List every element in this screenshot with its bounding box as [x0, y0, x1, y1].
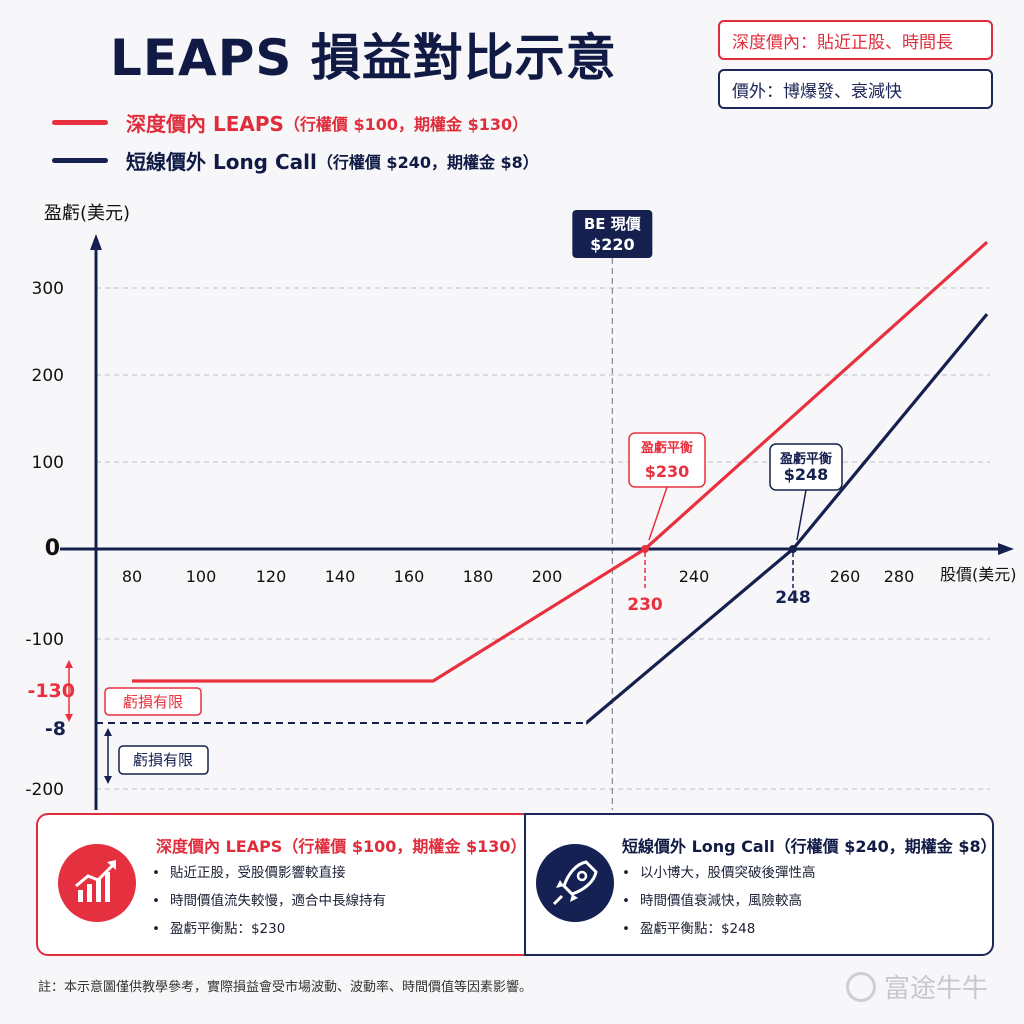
breakeven-marker-long-call — [789, 545, 797, 553]
card-bullets-long-call: 以小博大，股價突破後彈性高 時間價值衰減快，風險較高 盈虧平衡點：$248 — [622, 859, 816, 943]
y-tick-label: 0 — [45, 536, 60, 561]
x-tick-label: 140 — [325, 567, 356, 586]
breakeven-label-long-call: 盈虧平衡 — [779, 451, 832, 467]
series-line-leaps — [132, 240, 989, 683]
breakeven-box-long-call — [769, 443, 843, 491]
loss-label-box-leaps — [104, 687, 202, 716]
list-item: 時間價值流失較慢，適合中長線持有 — [152, 887, 386, 915]
y-tick-label: -100 — [25, 630, 64, 650]
x-axis-arrow — [998, 543, 1014, 555]
loss-label-leaps: 虧損有限 — [123, 693, 183, 711]
x-tick-label: 200 — [532, 567, 563, 586]
breakeven-box-leaps — [628, 432, 706, 488]
reference-label: BE 現價 — [584, 215, 642, 233]
x-tick-label: 180 — [463, 567, 494, 586]
x-tick-label: 160 — [394, 567, 425, 586]
itm-range-arrow-head-up — [65, 660, 73, 668]
x-tick-label: 120 — [256, 567, 287, 586]
legend-swatch-leaps — [52, 120, 108, 125]
y-tick-label-itm-floor: -130 — [27, 680, 75, 702]
card-title-long-call: 短線價外 Long Call（行權價 $240，期權金 $8） — [622, 837, 997, 856]
y-tick-label-otm-floor: -8 — [45, 718, 66, 740]
breakeven-value-leaps: $230 — [645, 462, 690, 481]
list-item: 盈虧平衡點：$248 — [622, 915, 815, 943]
x-tick-label: 80 — [122, 567, 142, 586]
breakeven-axis-label-long-call: 248 — [775, 588, 811, 608]
list-item: 貼近正股，受股價影響較直接 — [152, 859, 386, 887]
reference-box — [572, 210, 653, 258]
x-tick-label: 260 — [830, 567, 861, 586]
x-axis-label: 股價(美元) — [940, 565, 1017, 584]
legend-swatch-long-call — [52, 158, 108, 163]
legend-detail-long-call: （行權價 $240，期權金 $8） — [316, 152, 539, 172]
legend-name-long-call: 短線價外 Long Call — [126, 150, 317, 174]
legend-item-leaps: 深度價內 LEAPS （行權價 $100，期權金 $130） — [52, 108, 528, 137]
legend-name-leaps: 深度價內 LEAPS — [126, 112, 284, 136]
y-tick-label: 300 — [32, 279, 64, 299]
card-title-leaps: 深度價內 LEAPS（行權價 $100，期權金 $130） — [156, 837, 527, 856]
itm-summary-tag: 深度價內：貼近正股、時間長 — [718, 20, 993, 60]
list-item: 盈虧平衡點：$230 — [152, 915, 386, 943]
y-axis-label: 盈虧(美元) — [44, 203, 130, 224]
otm-range-arrow-head-up — [104, 728, 112, 736]
breakeven-marker-leaps — [641, 545, 649, 553]
breakeven-label-leaps: 盈虧平衡 — [640, 440, 693, 456]
page-title: LEAPS 損益對比示意 — [110, 29, 617, 87]
info-card-long-call: 短線價外 Long Call（行權價 $240，期權金 $8） 以小博大，股價突… — [524, 813, 997, 956]
otm-summary-tag: 價外：博爆發、衰減快 — [718, 69, 993, 109]
watermark-text: 富途牛牛 — [884, 974, 989, 1004]
legend-item-long-call: 短線價外 Long Call （行權價 $240，期權金 $8） — [52, 146, 539, 175]
breakeven-axis-label-leaps: 230 — [627, 595, 663, 615]
legend-detail-leaps: （行權價 $100，期權金 $130） — [283, 114, 529, 134]
list-item: 以小博大，股價突破後彈性高 — [622, 859, 816, 887]
info-card-leaps: 深度價內 LEAPS（行權價 $100，期權金 $130） 貼近正股，受股價影響… — [36, 813, 527, 956]
otm-range-arrow-head-down — [104, 776, 112, 784]
itm-range-arrow-head-down — [65, 714, 73, 722]
reference-value: $220 — [590, 235, 635, 254]
y-tick-label: 200 — [32, 366, 64, 386]
y-tick-label: 100 — [32, 453, 64, 473]
list-item: 時間價值衰減快，風險較高 — [622, 887, 815, 915]
disclaimer-note: 註：本示意圖僅供教學參考，實際損益會受市場波動、波動率、時間價值等因素影響。 — [38, 980, 533, 995]
breakeven-callout-line-long-call — [796, 489, 807, 541]
x-tick-label: 100 — [186, 567, 217, 586]
x-tick-label: 240 — [679, 567, 710, 586]
watermark: 富途牛牛 — [846, 968, 988, 1005]
breakeven-value-long-call: $248 — [784, 465, 829, 484]
card-bullets-leaps: 貼近正股，受股價影響較直接 時間價值流失較慢，適合中長線持有 盈虧平衡點：$23… — [152, 859, 386, 943]
y-axis-arrow — [90, 234, 102, 250]
x-tick-label: 280 — [884, 567, 915, 586]
y-tick-label: -200 — [25, 780, 64, 800]
loss-label-long-call: 虧損有限 — [133, 751, 193, 769]
breakeven-callout-line-leaps — [648, 486, 668, 541]
chart-up-icon — [58, 844, 136, 922]
loss-label-box-long-call — [118, 745, 209, 775]
rocket-icon — [536, 844, 614, 922]
watermark-logo-icon — [846, 971, 876, 1002]
